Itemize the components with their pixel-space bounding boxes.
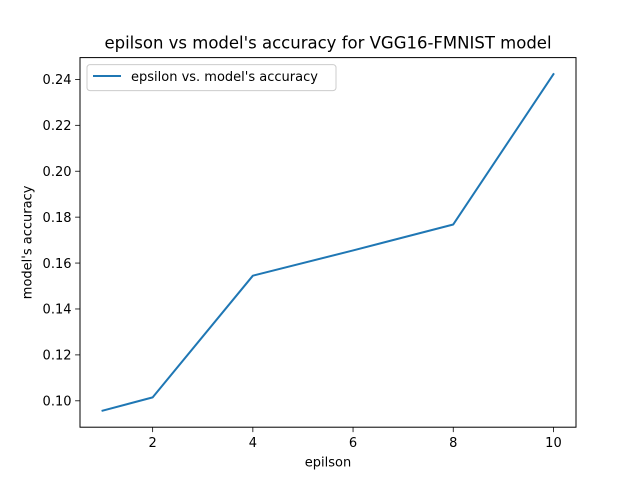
y-axis-label: model's accuracy bbox=[21, 185, 36, 299]
y-tick-label: 0.20 bbox=[43, 165, 72, 180]
legend-box bbox=[86, 64, 337, 92]
y-tick-label: 0.24 bbox=[43, 73, 72, 88]
x-tick-label: 10 bbox=[545, 436, 562, 451]
plot-area bbox=[101, 72, 555, 412]
x-axis: 2 4 6 8 10 bbox=[149, 427, 562, 451]
x-tick-label: 8 bbox=[449, 436, 457, 451]
legend-label: epsilon vs. model's accuracy bbox=[131, 70, 318, 85]
legend: epsilon vs. model's accuracy bbox=[86, 64, 337, 92]
y-tick-label: 0.10 bbox=[43, 395, 72, 410]
x-tick-label: 6 bbox=[349, 436, 357, 451]
y-tick-label: 0.12 bbox=[43, 349, 72, 364]
series-line-0 bbox=[101, 72, 555, 412]
chart-title: epilson vs model's accuracy for VGG16-FM… bbox=[104, 34, 551, 53]
y-axis: 0.10 0.12 0.14 0.16 0.18 0.20 0.22 0.24 bbox=[43, 73, 80, 410]
y-tick-label: 0.16 bbox=[43, 257, 72, 272]
x-tick-label: 4 bbox=[249, 436, 257, 451]
plot-frame bbox=[79, 57, 577, 428]
y-tick-label: 0.18 bbox=[43, 211, 72, 226]
y-tick-label: 0.14 bbox=[43, 303, 72, 318]
x-axis-label: epilson bbox=[305, 456, 351, 471]
x-tick-label: 2 bbox=[149, 436, 157, 451]
y-tick-label: 0.22 bbox=[43, 119, 72, 134]
